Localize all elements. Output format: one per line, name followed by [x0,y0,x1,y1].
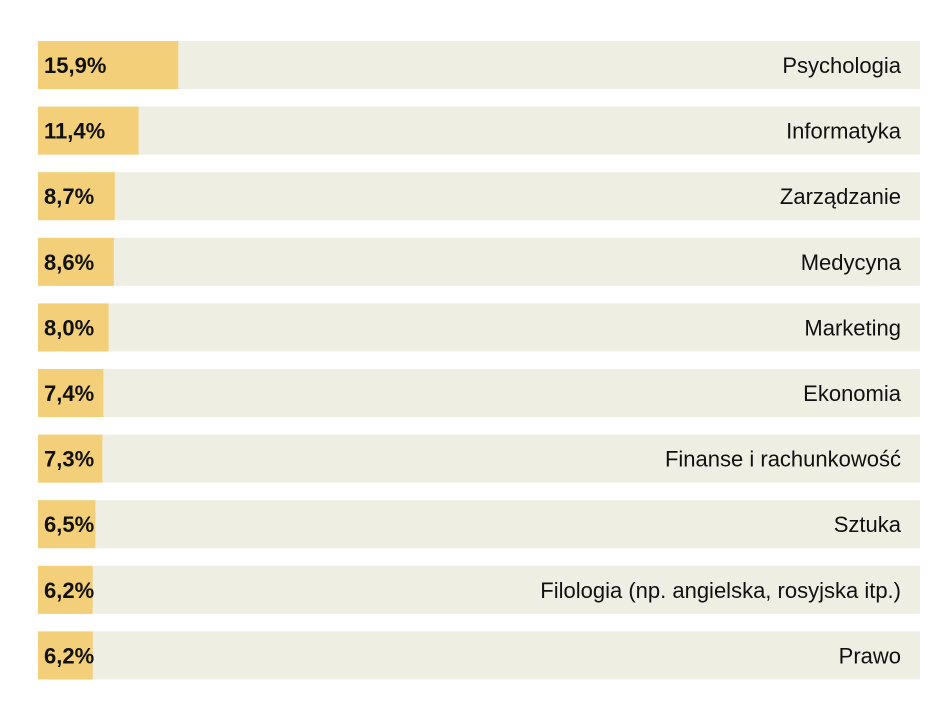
bar [38,303,109,352]
category-label: Marketing [804,315,901,340]
category-label: Prawo [839,643,901,668]
bar-track [38,500,920,549]
bar-row: 6,2% Prawo [38,631,920,680]
bar-track [38,369,920,417]
bar-track [38,172,920,221]
value-label: 8,0% [44,315,94,340]
category-label: Zarządzanie [780,184,901,209]
category-label: Medycyna [801,250,902,275]
category-label: Finanse i rachunkowość [665,447,901,472]
bar-row: 15,9% Psychologia [38,41,920,89]
bar-track [38,41,920,89]
bar-row: 7,4% Ekonomia [38,369,920,417]
bar [38,434,103,483]
bar-track [38,631,920,680]
bar-row: 8,7% Zarządzanie [38,172,920,221]
bar-row: 11,4% Informatyka [38,106,920,155]
value-label: 8,7% [44,184,94,209]
bar [38,369,104,417]
bar [38,237,114,286]
bar [38,106,139,155]
value-label: 11,4% [44,119,105,144]
bar [38,41,179,89]
bar-row: 8,0% Marketing [38,303,920,352]
value-label: 8,6% [44,250,94,275]
category-label: Psychologia [782,53,901,78]
category-label: Ekonomia [803,381,902,406]
value-label: 6,5% [44,512,94,537]
value-label: 15,9% [44,53,106,78]
value-label: 6,2% [44,643,94,668]
category-label: Informatyka [786,119,902,144]
bar-track [38,434,920,483]
value-label: 7,4% [44,381,94,406]
bar [38,631,93,680]
category-label: Filologia (np. angielska, rosyjska itp.) [540,578,901,603]
category-label: Sztuka [834,512,902,537]
bar [38,172,115,221]
bar-track [38,106,920,155]
bar-row: 8,6% Medycyna [38,237,920,286]
bar [38,500,96,549]
bar-track [38,237,920,286]
value-label: 6,2% [44,578,94,603]
bar-row: 6,5% Sztuka [38,500,920,549]
bar [38,565,93,614]
bar-row: 6,2% Filologia (np. angielska, rosyjska i… [38,565,920,614]
bar-track [38,303,920,352]
value-label: 7,3% [44,447,94,472]
bar-track [38,565,920,614]
bar-row: 7,3% Finanse i rachunkowość [38,434,920,483]
